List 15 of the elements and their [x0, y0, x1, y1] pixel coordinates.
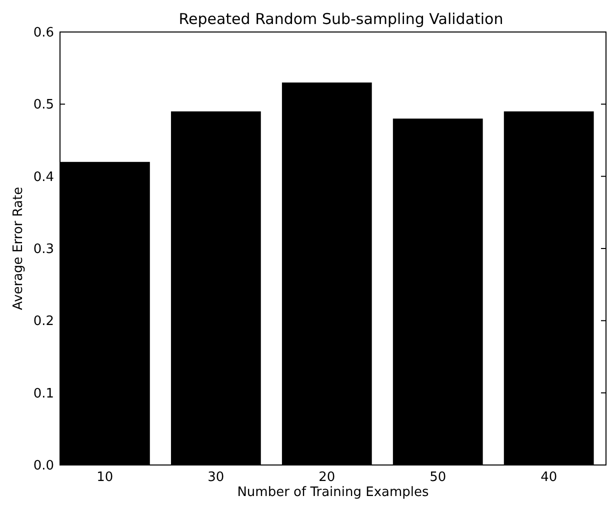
y-tick-label: 0.2 — [33, 314, 54, 330]
y-tick-label: 0.6 — [33, 26, 54, 41]
y-tick-label: 0.1 — [33, 386, 54, 402]
x-tick-label: 10 — [96, 470, 114, 485]
x-tick-label: 20 — [318, 470, 336, 485]
x-tick-label: 40 — [540, 470, 558, 485]
y-tick-label: 0.3 — [33, 242, 54, 258]
x-tick-label: 30 — [208, 470, 224, 485]
chart-title: Repeated Random Sub-sampling Validation — [178, 10, 504, 28]
y-tick-label: 0.4 — [33, 170, 54, 185]
x-axis-title: Number of Training Examples — [237, 485, 430, 500]
y-axis-title: Average Error Rate — [11, 186, 26, 310]
y-tick-label: 0.0 — [33, 458, 54, 474]
x-tick-label: 50 — [430, 470, 446, 485]
y-tick-label: 0.5 — [33, 98, 54, 113]
